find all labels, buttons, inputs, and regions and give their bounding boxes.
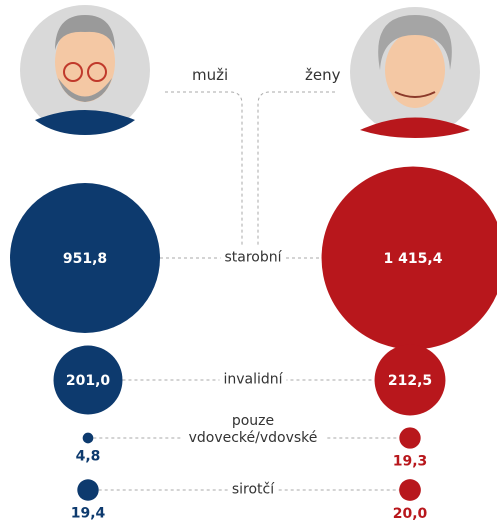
bubble — [399, 427, 421, 449]
dashed-connectors — [165, 91, 335, 245]
legend-label: muži — [192, 66, 229, 84]
value-label: 201,0 — [66, 373, 111, 389]
value-label: 951,8 — [63, 251, 107, 267]
avatar-woman — [350, 7, 480, 138]
category-label: starobní — [220, 249, 286, 267]
bubble — [399, 479, 421, 501]
avatar-man — [20, 5, 150, 135]
value-label: 1 415,4 — [384, 251, 443, 267]
category-label: pouze vdovecké/vdovské — [181, 413, 325, 447]
bubble — [82, 432, 94, 444]
value-label: 19,3 — [393, 454, 428, 470]
category-label: sirotčí — [227, 481, 279, 499]
bubble — [374, 344, 446, 416]
value-label: 20,0 — [393, 506, 428, 522]
category-label: invalidní — [219, 371, 287, 389]
bubble — [77, 479, 99, 501]
value-label: 4,8 — [76, 448, 101, 464]
bubble — [321, 166, 497, 350]
legend-label: ženy — [305, 66, 341, 84]
value-label: 212,5 — [388, 373, 432, 389]
bubble — [10, 183, 160, 333]
bubble — [53, 345, 123, 415]
value-label: 19,4 — [71, 506, 106, 522]
